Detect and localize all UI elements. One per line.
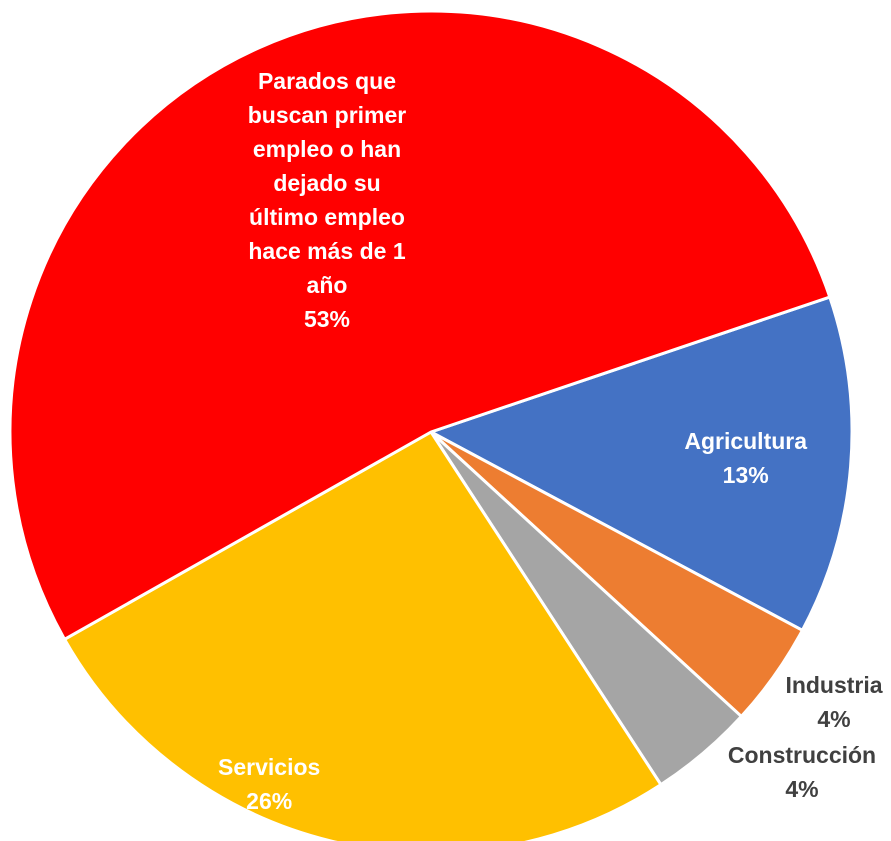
- slice-label-line: último empleo: [249, 204, 405, 230]
- slice-label-line: año: [307, 272, 348, 298]
- slice-label-line: Industria: [785, 672, 882, 698]
- slice-label-line: 13%: [723, 462, 769, 488]
- slice-label-line: hace más de 1: [248, 238, 405, 264]
- slice-label-4: Parados que buscan primer empleo o han deja…: [248, 68, 407, 332]
- slice-label-line: 4%: [817, 706, 850, 732]
- pie-slice-0: [429, 295, 854, 632]
- slice-label-line: 26%: [246, 788, 292, 814]
- slice-label-line: Parados que: [258, 68, 396, 94]
- slice-label-0: Agricultura 13%: [684, 428, 807, 488]
- slice-label-line: 53%: [304, 306, 350, 332]
- slice-label-line: dejado su: [273, 170, 380, 196]
- slices-layer: [8, 9, 854, 841]
- slice-label-line: Servicios: [218, 754, 320, 780]
- slice-label-1: Industria 4%: [785, 672, 882, 732]
- slice-label-line: Construcción: [728, 742, 876, 768]
- slice-label-3: Servicios 26%: [218, 754, 320, 814]
- slice-label-line: buscan primer: [248, 102, 407, 128]
- slice-label-2: Construcción 4%: [728, 742, 876, 802]
- slice-label-line: Agricultura: [684, 428, 807, 454]
- slice-label-line: 4%: [785, 776, 818, 802]
- pie-slice-4: [8, 9, 832, 641]
- slice-label-line: empleo o han: [253, 136, 401, 162]
- labels-layer: Agricultura 13% Industria 4% Construcción 4% S…: [218, 68, 883, 814]
